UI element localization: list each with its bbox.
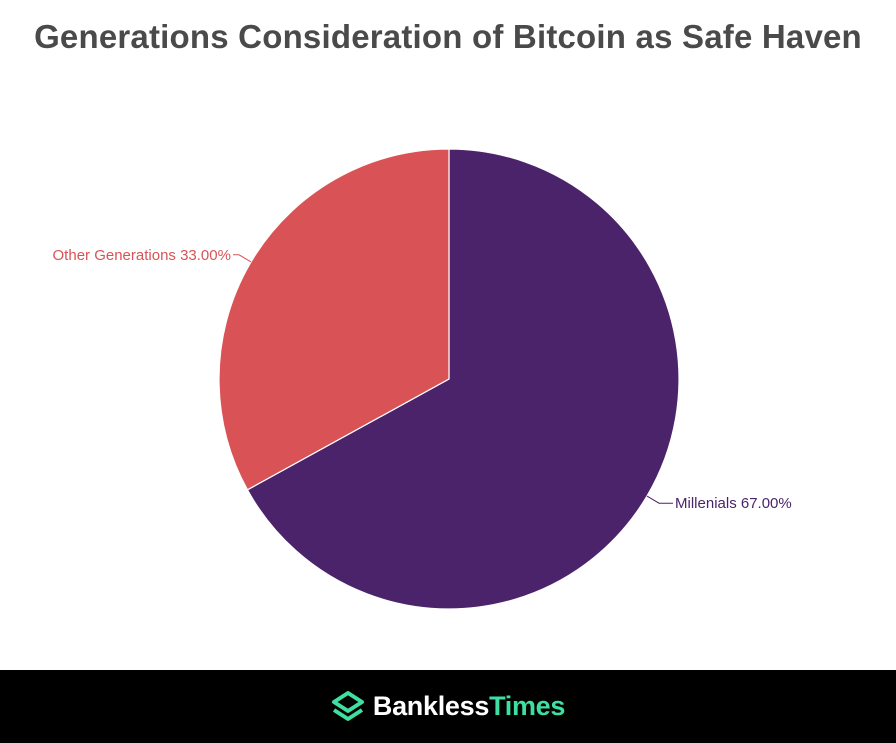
leader-line-millenials [646, 495, 674, 504]
data-label-other-generations: Other Generations 33.00% [53, 247, 231, 264]
chart-title: Generations Consideration of Bitcoin as … [34, 18, 862, 55]
footer-bar: BanklessTimes [0, 670, 896, 743]
leader-line-other-generations [232, 254, 252, 263]
brand-name-part2: Times [489, 691, 566, 721]
pie-slice-millenials[interactable] [246, 148, 680, 610]
brand-name: BanklessTimes [372, 691, 566, 722]
bankless-times-logo[interactable]: BanklessTimes [331, 690, 565, 724]
brand-name-part1: Bankless [372, 691, 490, 721]
pie-chart: Millenials 67.00% Other Generations 33.00… [53, 148, 792, 610]
data-label-millenials: Millenials 67.00% [675, 495, 792, 512]
bankless-logo-icon [331, 690, 364, 721]
